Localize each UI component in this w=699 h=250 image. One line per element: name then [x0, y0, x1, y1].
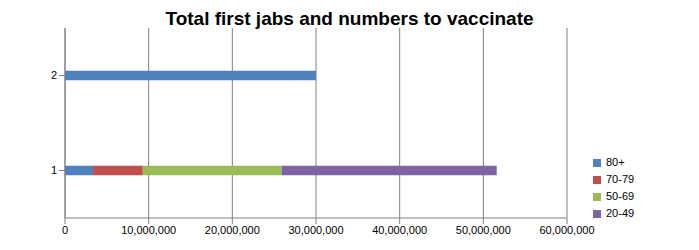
svg-text:2: 2 [51, 69, 57, 81]
svg-text:50,000,000: 50,000,000 [456, 224, 511, 236]
svg-text:20,000,000: 20,000,000 [205, 224, 260, 236]
svg-text:10,000,000: 10,000,000 [121, 224, 176, 236]
html-text:50-69: 50-69 [606, 190, 635, 202]
svg-text:1: 1 [51, 164, 57, 176]
svg-text:30,000,000: 30,000,000 [288, 224, 343, 236]
html-text:20-49: 20-49 [606, 207, 635, 219]
html-text:70-79: 70-79 [606, 173, 635, 185]
html-text:80+: 80+ [606, 156, 625, 168]
svg-text:40,000,000: 40,000,000 [372, 224, 427, 236]
svg-text:0: 0 [62, 224, 68, 236]
html-text:Total first jabs and numbers t: Total first jabs and numbers to vaccinat… [165, 8, 534, 29]
svg-text:60,000,000: 60,000,000 [539, 224, 594, 236]
